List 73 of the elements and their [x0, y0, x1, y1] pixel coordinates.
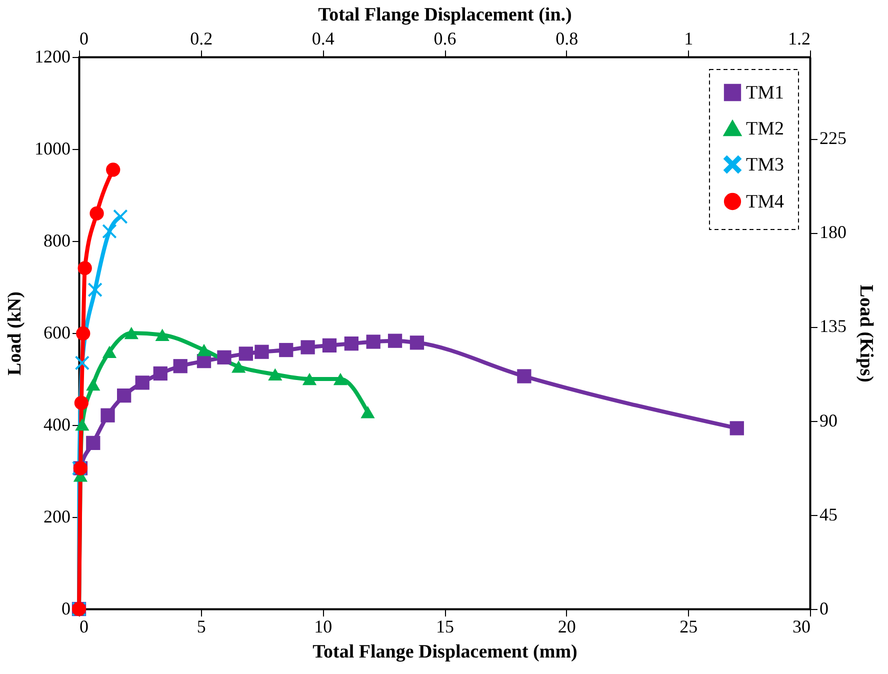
y-tick-label: 200 — [44, 506, 70, 526]
legend-label: TM2 — [746, 118, 784, 140]
y-tick-label: 400 — [44, 414, 70, 434]
x2-tick-label: 0.6 — [434, 28, 456, 48]
point — [153, 366, 168, 381]
x-tick-label: 20 — [558, 616, 576, 636]
x-axis-title: Total Flange Displacement (mm) — [312, 642, 578, 662]
point — [76, 326, 90, 341]
point — [173, 359, 188, 374]
y-tick-label: 600 — [44, 322, 70, 342]
point — [117, 388, 132, 403]
point — [74, 396, 89, 410]
y-tick-label: 800 — [44, 230, 70, 250]
y2-tick-label: 0 — [820, 598, 828, 618]
x-tick-label: 25 — [680, 616, 698, 636]
legend-label: TM1 — [746, 82, 784, 104]
point — [730, 421, 744, 436]
point — [100, 408, 115, 422]
point — [86, 378, 100, 391]
point — [113, 210, 128, 224]
y2-tick-label: 180 — [820, 222, 846, 242]
point — [410, 336, 424, 350]
point — [238, 346, 253, 361]
x2-tick-label: 0 — [80, 28, 88, 48]
point — [366, 334, 380, 349]
y2-tick-label: 45 — [820, 504, 838, 524]
point — [78, 261, 92, 276]
y-tick-label: 1000 — [34, 138, 70, 158]
y2-tick-label: 135 — [820, 316, 846, 336]
y2-tick-label: 90 — [820, 410, 838, 430]
x2-tick-label: 0.8 — [556, 28, 578, 48]
point — [90, 206, 104, 220]
x2-axis-title: Total Flange Displacement (in.) — [318, 4, 572, 26]
point — [75, 418, 90, 431]
point — [344, 336, 358, 351]
point — [254, 344, 269, 359]
y-tick-label: 1200 — [34, 46, 70, 66]
point — [333, 372, 348, 386]
point — [106, 162, 120, 177]
x-tick-label: 5 — [196, 616, 206, 636]
point — [360, 406, 375, 418]
y-axis-title: Load (kN) — [4, 292, 26, 376]
point — [517, 369, 532, 384]
point — [135, 376, 150, 390]
x2-tick-label: 0.2 — [190, 28, 213, 48]
point — [268, 368, 282, 381]
point — [88, 282, 102, 297]
point — [124, 326, 138, 340]
point — [300, 340, 315, 354]
legend-label: TM4 — [746, 192, 784, 212]
point — [322, 338, 337, 352]
point — [75, 356, 90, 370]
x-tick-label: 10 — [314, 616, 332, 636]
y2-tick-label: 225 — [820, 128, 846, 148]
point — [102, 346, 117, 358]
x-tick-label: 0 — [80, 616, 88, 636]
x2-tick-label: 0.4 — [312, 28, 334, 48]
y2-axis-title: Load (Kips) — [856, 284, 876, 382]
x-tick-label: 30 — [792, 616, 810, 636]
point — [388, 334, 402, 348]
legend-label: TM3 — [746, 154, 784, 176]
point — [217, 350, 232, 364]
point — [155, 328, 170, 341]
point — [102, 224, 117, 238]
point — [302, 372, 317, 386]
point — [279, 342, 294, 358]
point — [196, 344, 212, 356]
point — [232, 360, 246, 373]
x-tick-label: 15 — [436, 616, 454, 636]
point — [86, 436, 100, 450]
y-tick-label: 0 — [62, 598, 70, 618]
x2-tick-label: 1.2 — [788, 28, 810, 48]
x2-tick-label: 1 — [684, 28, 694, 48]
